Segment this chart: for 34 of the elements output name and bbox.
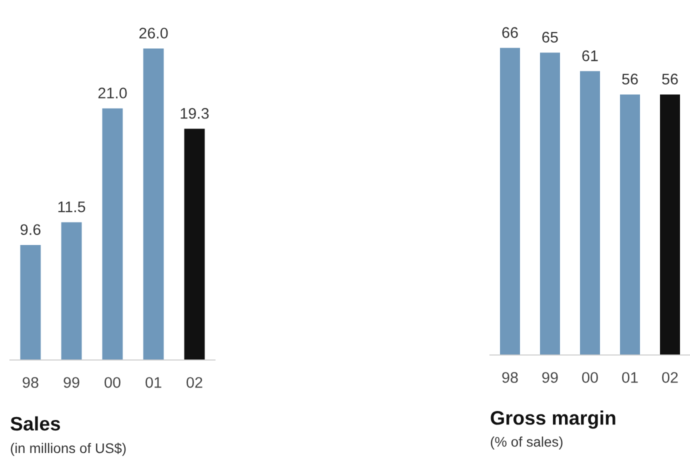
data-label: 61	[582, 50, 598, 62]
x-tick-label: 98	[22, 377, 38, 388]
x-tick-label: 02	[662, 372, 678, 383]
bar	[620, 94, 640, 355]
x-tick-label: 99	[64, 377, 80, 388]
data-label: 19.3	[180, 108, 209, 119]
data-label: 26.0	[139, 28, 168, 39]
data-label: 21.0	[98, 88, 127, 98]
bar	[143, 48, 164, 360]
text: (in millions of US$)	[10, 442, 126, 456]
data-label: 66	[502, 27, 518, 38]
text: (% of sales)	[490, 436, 562, 450]
data-label: 11.5	[58, 202, 86, 212]
bar	[102, 108, 123, 360]
bar	[61, 222, 82, 360]
bar	[20, 244, 41, 360]
text: Gross margin	[490, 410, 616, 429]
data-label: 56	[662, 74, 678, 84]
text: Sales	[10, 416, 60, 431]
x-tick-label: 02	[186, 377, 202, 388]
data-label: 9.6	[20, 224, 40, 236]
x-tick-label: 01	[146, 377, 162, 388]
x-tick-label: 99	[542, 372, 558, 383]
x-tick-label: 00	[104, 377, 120, 388]
bar	[184, 128, 205, 360]
x-tick-label: 01	[622, 372, 638, 383]
bar	[540, 52, 560, 355]
x-tick-label: 98	[502, 372, 518, 383]
x-tick-label: 00	[582, 372, 598, 383]
bar	[500, 48, 520, 355]
data-label: 56	[622, 74, 638, 84]
bar	[660, 94, 680, 355]
data-label: 65	[542, 32, 558, 43]
bar	[580, 71, 600, 355]
